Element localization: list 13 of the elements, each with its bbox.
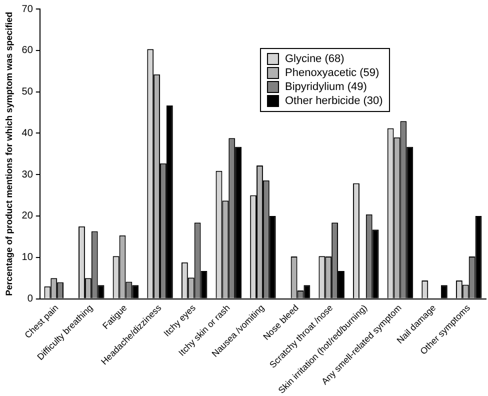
y-tick-label: 30	[22, 169, 34, 180]
y-tick-label: 60	[22, 45, 34, 56]
y-axis-title: Percentage of product mentions for which symptom was specified	[4, 12, 14, 296]
legend-label: Other herbicide (30)	[285, 94, 383, 108]
y-tick-label: 50	[22, 86, 34, 98]
legend-label: Phenoxyacetic (59)	[285, 66, 380, 80]
y-tick-label: 40	[22, 128, 34, 139]
y-tick-label: 70	[22, 4, 34, 15]
legend-label: Bipyridylium (49)	[285, 80, 367, 94]
y-tick-label: 20	[22, 210, 34, 222]
y-tick-label: 0	[27, 294, 34, 305]
legend-label: Glycine (68)	[285, 52, 344, 66]
y-tick-label: 10	[22, 252, 34, 264]
